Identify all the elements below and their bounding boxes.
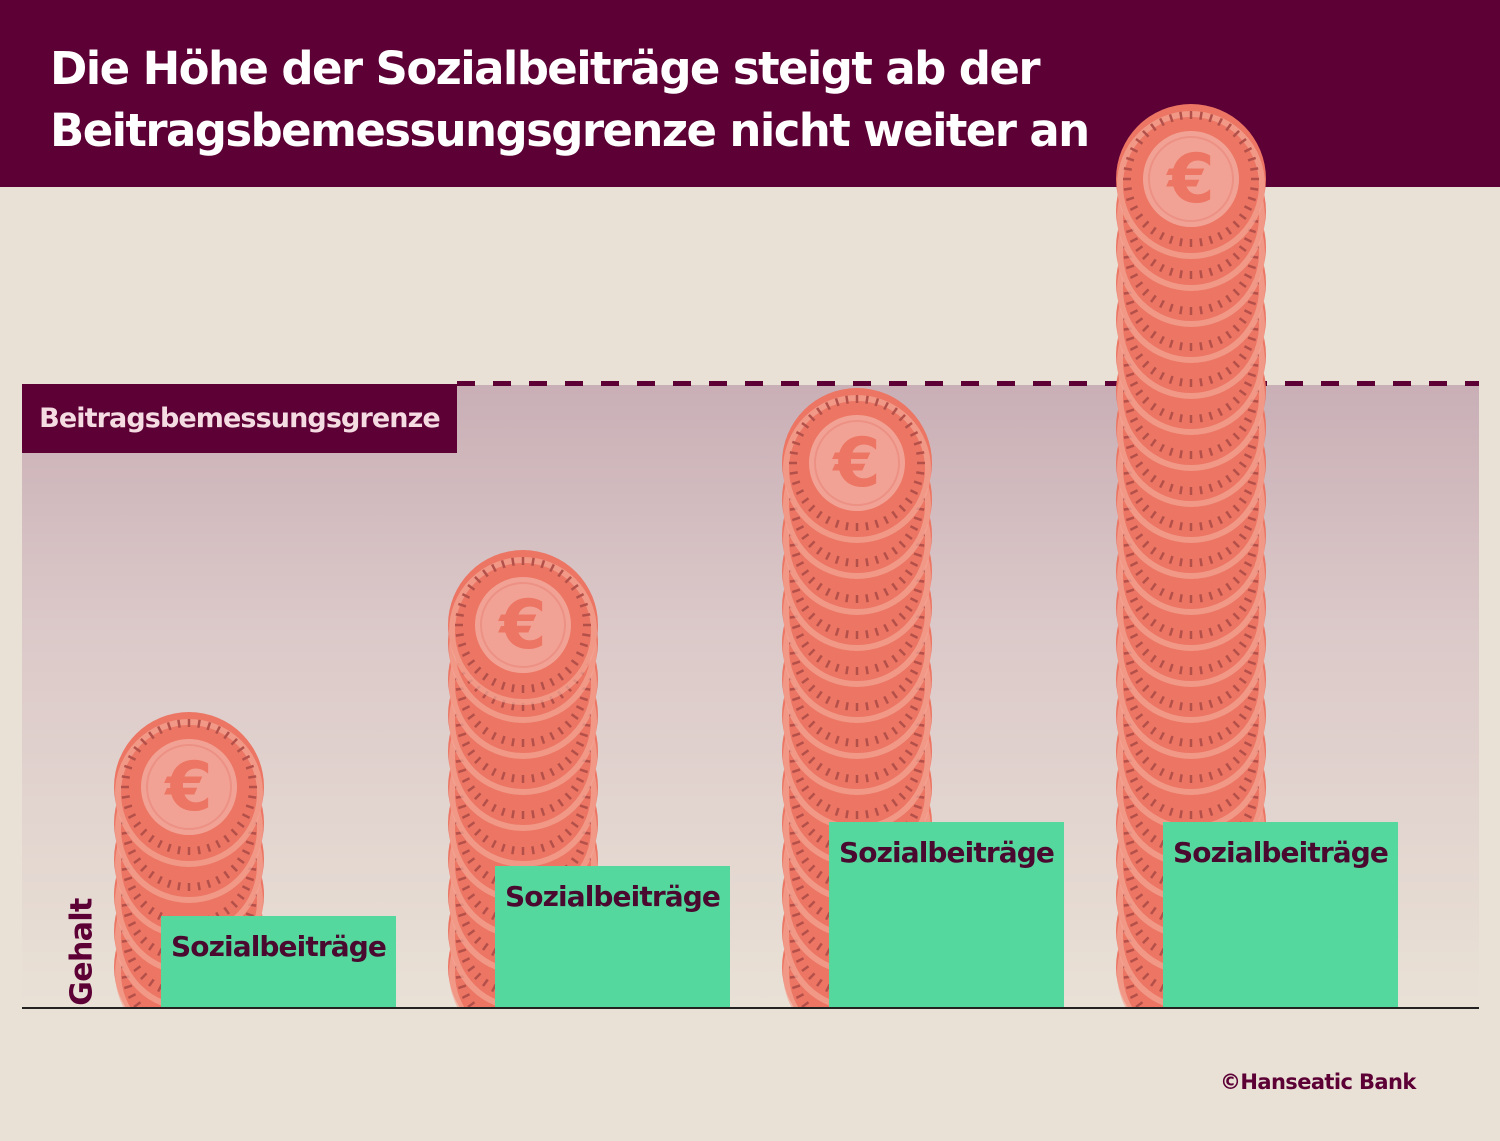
y-axis-label: Gehalt <box>64 898 100 1006</box>
chart-title: Die Höhe der Sozialbeiträge steigt ab de… <box>50 42 1090 157</box>
euro-icon: € <box>497 586 546 665</box>
header-banner: Die Höhe der Sozialbeiträge steigt ab de… <box>0 0 1500 187</box>
contribution-bar-3: Sozialbeiträge <box>829 822 1064 1007</box>
contribution-label: Sozialbeiträge <box>171 930 387 963</box>
contribution-bar-4: Sozialbeiträge <box>1163 822 1398 1007</box>
contribution-bar-2: Sozialbeiträge <box>495 866 730 1007</box>
limit-dashed-line <box>457 381 1479 386</box>
euro-icon: € <box>1165 140 1214 219</box>
x-axis-baseline <box>22 1007 1479 1009</box>
euro-icon: € <box>163 748 212 827</box>
contribution-bar-1: Sozialbeiträge <box>161 916 396 1007</box>
contribution-label: Sozialbeiträge <box>839 836 1055 869</box>
source-credit: ©Hanseatic Bank <box>1220 1070 1416 1094</box>
contribution-label: Sozialbeiträge <box>505 880 721 913</box>
euro-icon: € <box>831 424 880 503</box>
limit-label: Beitragsbemessungsgrenze <box>22 384 457 453</box>
contribution-label: Sozialbeiträge <box>1173 836 1389 869</box>
